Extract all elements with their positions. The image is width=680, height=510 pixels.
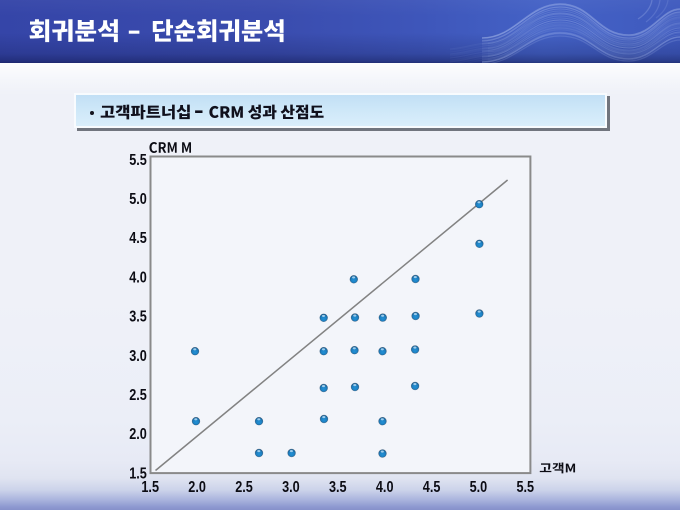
- svg-text:4.5: 4.5: [423, 479, 441, 496]
- svg-text:5.0: 5.0: [129, 191, 147, 208]
- svg-text:2.0: 2.0: [188, 479, 206, 496]
- svg-text:2.5: 2.5: [129, 387, 147, 404]
- svg-text:3.5: 3.5: [129, 309, 147, 326]
- svg-text:3.0: 3.0: [129, 348, 147, 365]
- svg-text:4.0: 4.0: [376, 479, 394, 496]
- svg-text:3.5: 3.5: [329, 479, 347, 496]
- svg-text:5.0: 5.0: [470, 479, 488, 496]
- svg-text:3.0: 3.0: [282, 479, 300, 496]
- svg-text:4.0: 4.0: [129, 269, 147, 286]
- svg-text:5.5: 5.5: [517, 479, 535, 496]
- svg-text:2.0: 2.0: [129, 426, 147, 443]
- svg-text:5.5: 5.5: [129, 152, 147, 169]
- svg-text:1.5: 1.5: [129, 465, 147, 482]
- svg-text:1.5: 1.5: [141, 479, 159, 496]
- svg-text:2.5: 2.5: [235, 479, 253, 496]
- svg-text:4.5: 4.5: [129, 230, 147, 247]
